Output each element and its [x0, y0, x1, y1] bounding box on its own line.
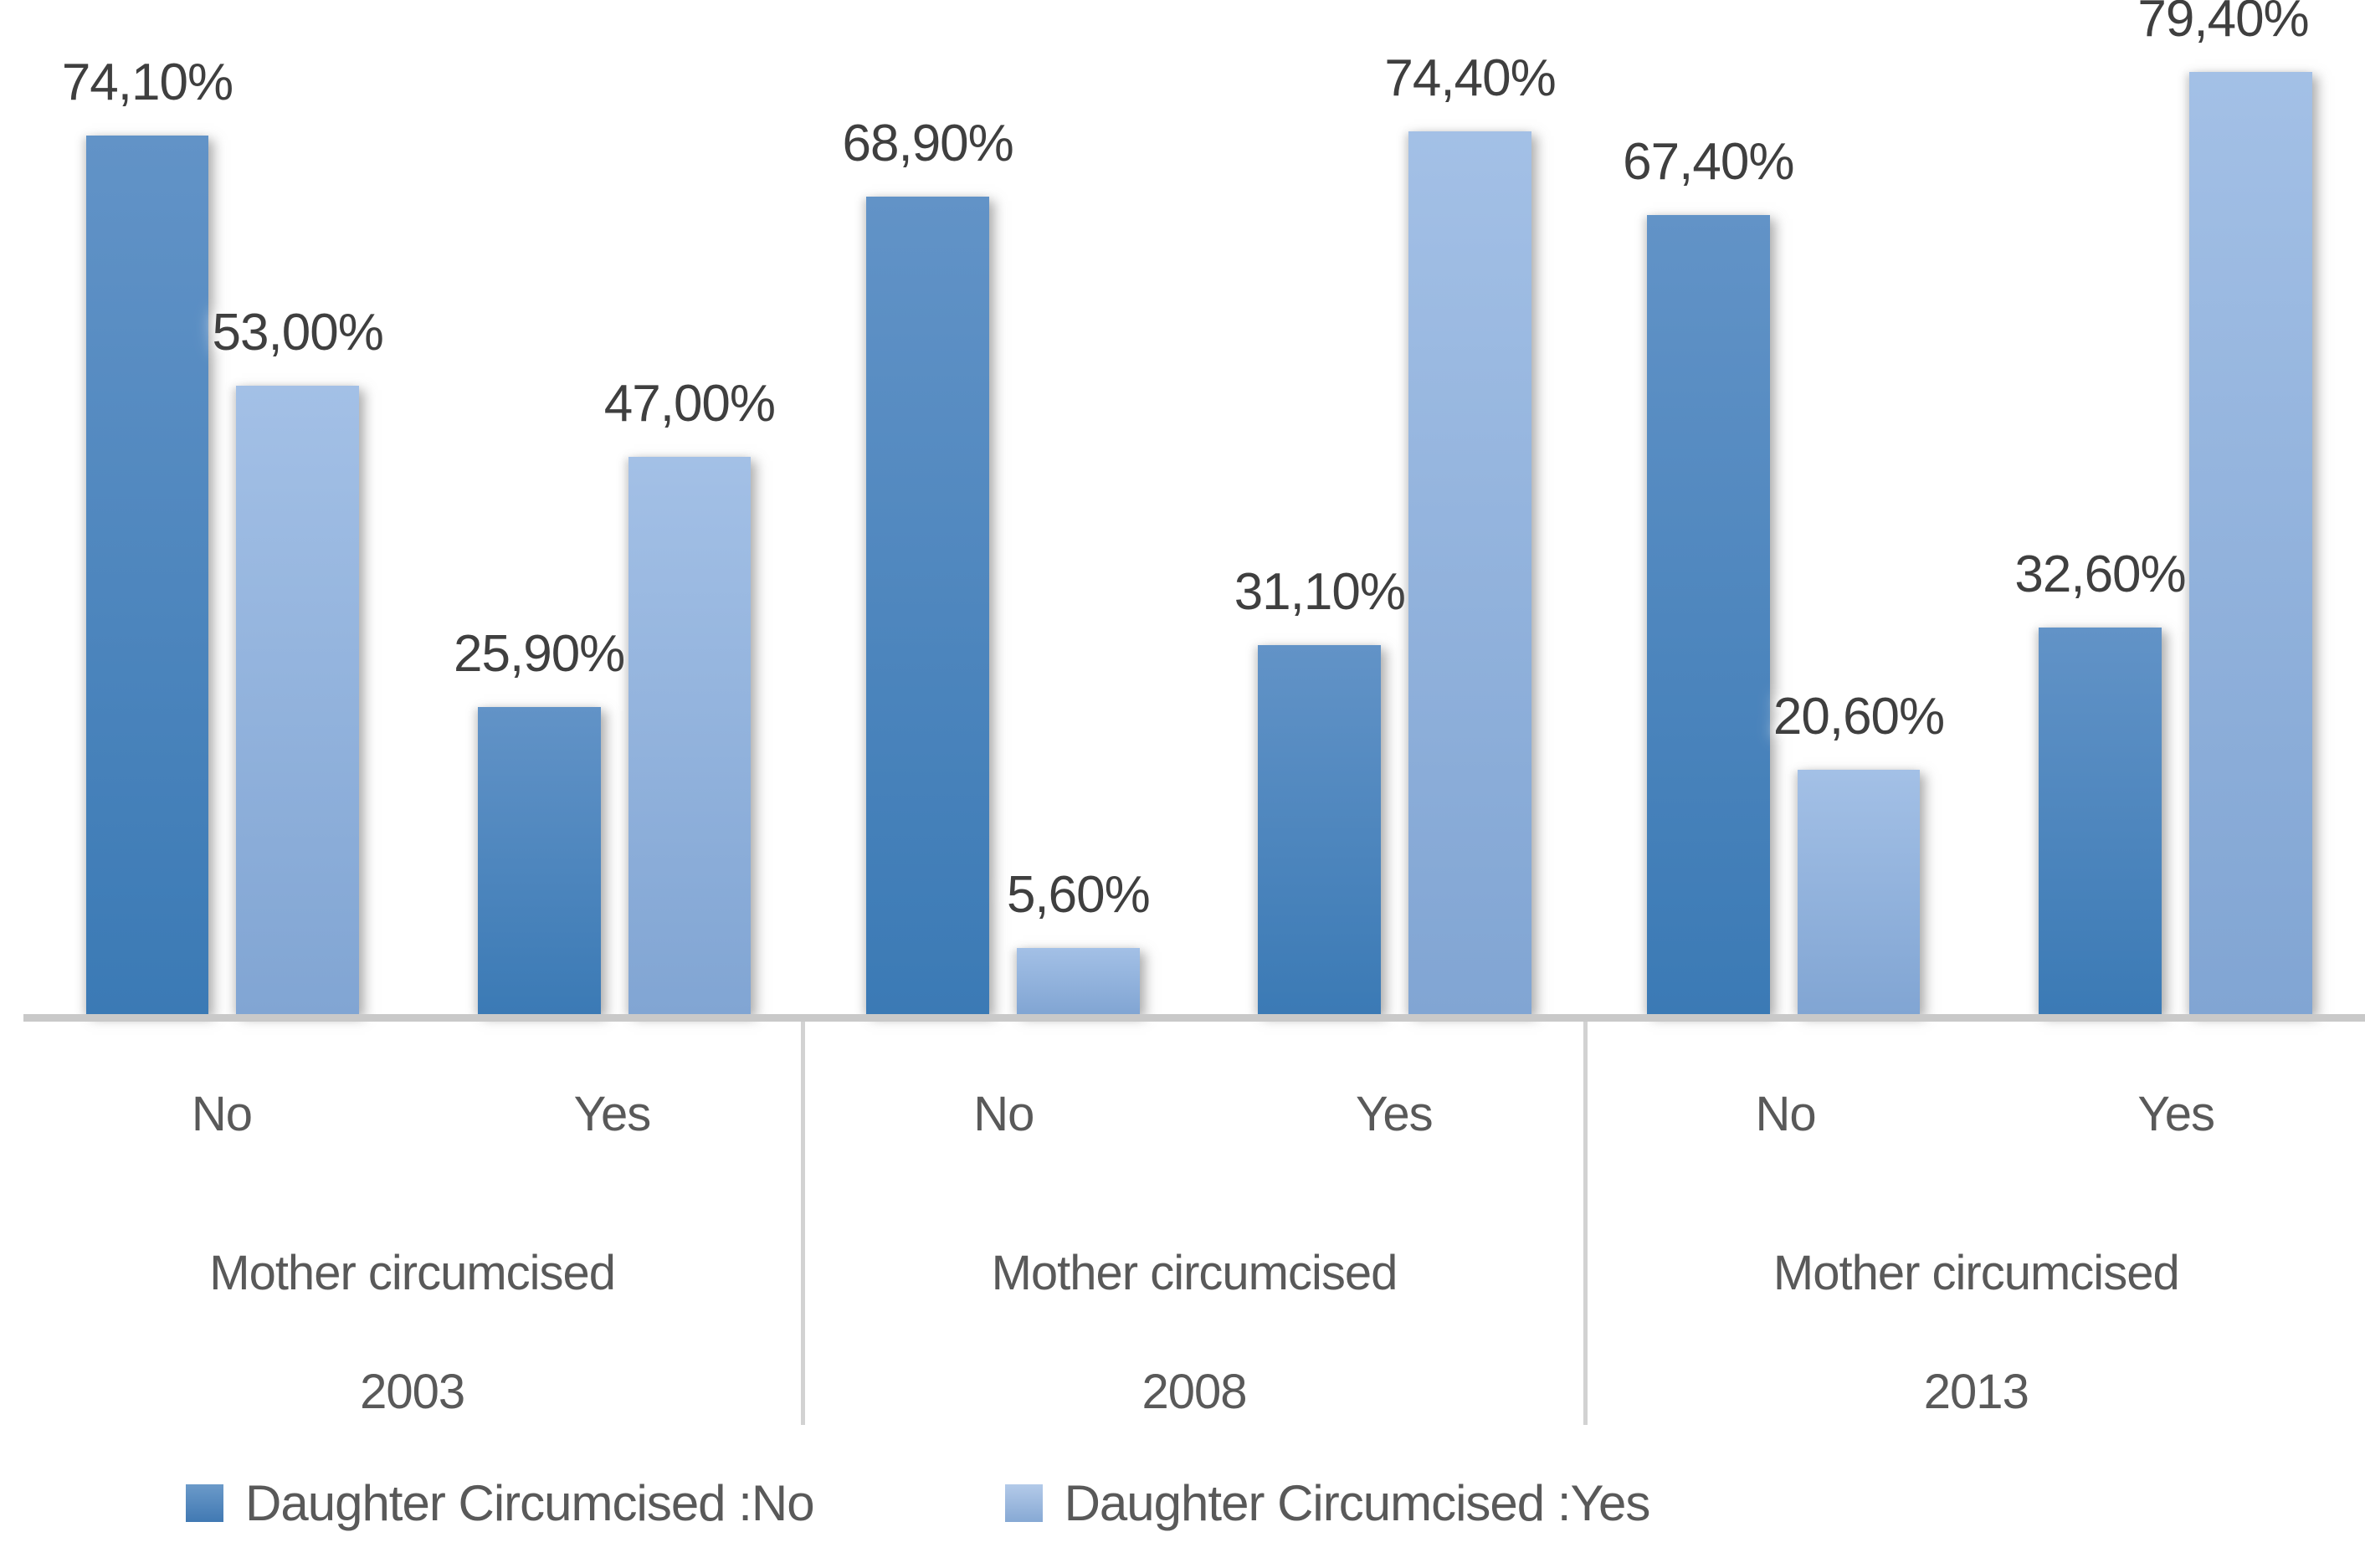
data-label: 67,40%	[1623, 132, 1794, 191]
data-label: 32,60%	[2014, 545, 2186, 603]
mother-circumcised-label: Mother circumcised	[1772, 1246, 2180, 1300]
mother-circumcised-label: Mother circumcised	[209, 1246, 616, 1300]
subgroup-label-no: No	[1755, 1087, 1817, 1141]
data-label: 74,10%	[61, 53, 233, 111]
subgroup-label-yes: Yes	[573, 1087, 652, 1141]
category-axis: No Yes Mother circumcised 2003 No Yes Mo…	[23, 1022, 2365, 1425]
legend-label: Daughter Circumcised :No	[245, 1475, 815, 1531]
legend-item-daughter-no: Daughter Circumcised :No	[186, 1474, 815, 1532]
data-label: 20,60%	[1772, 688, 1945, 746]
bar-2003-no-daughter-yes	[236, 385, 360, 1014]
bar-pair-2008-no: 68,90% 5,60%	[843, 0, 1151, 1014]
subgroup-label-no: No	[973, 1087, 1034, 1141]
subgroup-label-row: No Yes	[1588, 1086, 2365, 1145]
bar-2013-no-daughter-yes	[1797, 770, 1921, 1014]
subgroup-label-row: No Yes	[805, 1086, 1583, 1145]
data-label: 79,40%	[2137, 0, 2309, 49]
subgroup-label-no: No	[191, 1087, 253, 1141]
bar-2003-no-daughter-no	[85, 135, 209, 1014]
bar-pair-2008-yes: 31,10% 74,40%	[1234, 0, 1557, 1014]
data-label: 74,40%	[1384, 49, 1556, 108]
bar-slot: 25,90%	[454, 0, 625, 1014]
bar-pair-2003-no: 74,10% 53,00%	[62, 0, 384, 1014]
year-group-2013: 67,40% 20,60% 32,60% 79,40%	[1584, 0, 2365, 1014]
bar-slot: 31,10%	[1234, 0, 1406, 1014]
bar-2003-yes-daughter-no	[477, 706, 601, 1014]
legend-swatch-light-blue-icon	[1004, 1484, 1043, 1522]
data-label: 31,10%	[1234, 563, 1406, 622]
bar-2003-yes-daughter-yes	[628, 456, 752, 1014]
legend-swatch-dark-blue-icon	[186, 1484, 223, 1522]
bar-slot: 47,00%	[604, 0, 776, 1014]
subgroup-label-row: No Yes	[23, 1086, 801, 1145]
bar-slot: 79,40%	[2137, 0, 2312, 1014]
bar-2008-yes-daughter-yes	[1408, 131, 1531, 1014]
year-group-2008: 68,90% 5,60% 31,10% 74,40%	[804, 0, 1585, 1014]
legend: Daughter Circumcised :No Daughter Circum…	[186, 1474, 1651, 1532]
subgroup-label-yes: Yes	[1356, 1087, 1434, 1141]
bar-slot: 20,60%	[1773, 0, 1945, 1014]
data-label: 5,60%	[1006, 865, 1151, 924]
bar-2013-no-daughter-no	[1646, 214, 1770, 1014]
legend-label: Daughter Circumcised :Yes	[1064, 1475, 1651, 1531]
bar-slot: 5,60%	[1007, 0, 1151, 1014]
bar-slot: 67,40%	[1623, 0, 1794, 1014]
x-axis-line	[23, 1014, 2365, 1022]
bar-slot: 74,10%	[62, 0, 233, 1014]
year-label-2008: 2008	[1141, 1365, 1247, 1419]
bar-slot: 68,90%	[843, 0, 1014, 1014]
subgroup-label-yes: Yes	[2137, 1087, 2215, 1141]
mother-circumcised-label: Mother circumcised	[991, 1246, 1398, 1300]
bar-pair-2013-yes: 32,60% 79,40%	[2014, 0, 2312, 1014]
data-label: 53,00%	[212, 303, 384, 361]
category-group-2003: No Yes Mother circumcised 2003	[23, 1022, 801, 1425]
bar-slot: 74,40%	[1384, 0, 1557, 1014]
bar-pair-2003-yes: 25,90% 47,00%	[454, 0, 776, 1014]
category-group-2008: No Yes Mother circumcised 2008	[801, 1022, 1583, 1425]
bar-2013-yes-daughter-no	[2039, 627, 2162, 1014]
data-label: 25,90%	[454, 624, 625, 683]
bar-slot: 53,00%	[213, 0, 384, 1014]
data-label: 47,00%	[603, 374, 776, 433]
legend-item-daughter-yes: Daughter Circumcised :Yes	[1004, 1474, 1651, 1532]
data-label: 68,90%	[842, 115, 1014, 173]
year-label-2003: 2003	[360, 1365, 465, 1419]
bar-2013-yes-daughter-yes	[2188, 72, 2312, 1014]
bar-2008-yes-daughter-no	[1258, 645, 1382, 1014]
category-group-2013: No Yes Mother circumcised 2013	[1583, 1022, 2365, 1425]
year-label-2013: 2013	[1923, 1365, 2029, 1419]
plot-area: 74,10% 53,00% 25,90% 47,00%	[23, 0, 2365, 1014]
bar-slot: 32,60%	[2014, 0, 2187, 1014]
bar-pair-2013-no: 67,40% 20,60%	[1623, 0, 1945, 1014]
year-group-2003: 74,10% 53,00% 25,90% 47,00%	[23, 0, 804, 1014]
bar-2008-no-daughter-yes	[1017, 947, 1140, 1014]
bar-2008-no-daughter-no	[866, 197, 989, 1014]
